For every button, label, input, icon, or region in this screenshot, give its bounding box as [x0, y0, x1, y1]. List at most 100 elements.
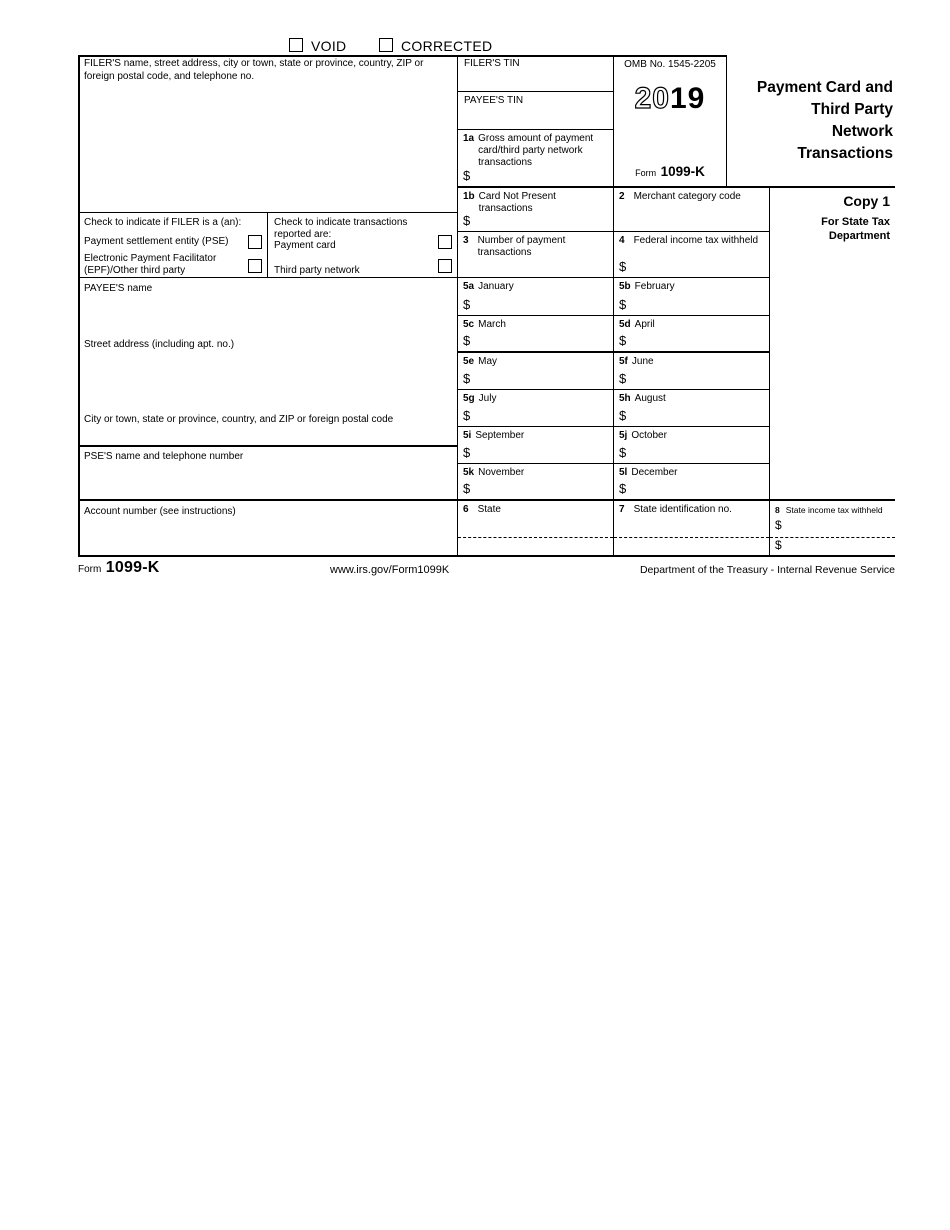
box-5d-april[interactable]: 5d April $: [614, 316, 770, 353]
account-number-box[interactable]: Account number (see instructions): [78, 501, 458, 557]
dollar-sign: $: [619, 259, 627, 274]
box-1b-card-not-present[interactable]: 1b Card Not Present transactions $: [458, 188, 614, 232]
transaction-check-section: Check to indicate transactions reported …: [268, 213, 458, 278]
box-5f-number: 5f: [619, 356, 628, 367]
box-6-number: 6: [463, 504, 469, 515]
third-party-network-label: Third party network: [274, 265, 360, 276]
box-5c-number: 5c: [463, 319, 475, 330]
box-5a-number: 5a: [463, 281, 475, 292]
city-state-zip-label: City or town, state or province, country…: [84, 414, 394, 425]
box-5b-february[interactable]: 5b February $: [614, 278, 770, 316]
copy-dept-line-2: Department: [828, 229, 890, 242]
box-3-number-of-transactions[interactable]: 3 Number of payment transactions: [458, 232, 614, 278]
box-1a-gross-amount[interactable]: 1a Gross amount of payment card/third par…: [458, 130, 614, 188]
box-5l-december[interactable]: 5l December $: [614, 464, 770, 501]
pse-entity-checkbox[interactable]: [248, 235, 262, 249]
form-1099k: FILER'S name, street address, city or to…: [78, 55, 895, 557]
dollar-sign: $: [619, 408, 627, 423]
box-8-state-tax-withheld[interactable]: 8 State income tax withheld $ $: [770, 501, 895, 557]
title-line-1: Payment Card and: [756, 79, 893, 96]
box-5f-june[interactable]: 5f June $: [614, 353, 770, 390]
box-5d-label: April: [634, 319, 655, 330]
dashed-divider: [458, 537, 613, 538]
corrected-checkbox[interactable]: [379, 38, 393, 52]
payment-card-checkbox[interactable]: [438, 235, 452, 249]
box-5h-august[interactable]: 5h August $: [614, 390, 770, 427]
form-left-border: [78, 55, 80, 557]
third-party-network-checkbox[interactable]: [438, 259, 452, 273]
box-5j-label: October: [631, 430, 667, 441]
box-5g-label: July: [478, 393, 497, 404]
dollar-sign: $: [463, 481, 471, 496]
box-5b-number: 5b: [619, 281, 631, 292]
payee-info-box[interactable]: PAYEE'S name Street address (including a…: [78, 278, 458, 447]
dollar-sign: $: [619, 333, 627, 348]
payees-tin-box[interactable]: PAYEE'S TIN: [458, 92, 614, 130]
box-7-label: State identification no.: [633, 504, 732, 515]
box-2-merchant-category[interactable]: 2 Merchant category code: [614, 188, 770, 232]
box-4-label: Federal income tax withheld: [633, 235, 759, 246]
box-5l-number: 5l: [619, 467, 628, 478]
filers-tin-box[interactable]: FILER'S TIN: [458, 55, 614, 92]
box-5e-may[interactable]: 5e May $: [458, 353, 614, 390]
box-5g-july[interactable]: 5g July $: [458, 390, 614, 427]
box-5a-january[interactable]: 5a January $: [458, 278, 614, 316]
dollar-sign: $: [619, 371, 627, 386]
dollar-sign: $: [463, 371, 471, 386]
box-5i-september[interactable]: 5i September $: [458, 427, 614, 464]
payee-name-label: PAYEE'S name: [84, 283, 153, 294]
filers-tin-label: FILER'S TIN: [464, 58, 520, 69]
copy-dept-line-1: For State Tax: [821, 216, 890, 228]
box-2-label: Merchant category code: [633, 191, 741, 202]
box-4-federal-tax-withheld[interactable]: 4 Federal income tax withheld $: [614, 232, 770, 278]
dollar-sign: $: [463, 297, 471, 312]
void-checkbox[interactable]: [289, 38, 303, 52]
payment-card-label: Payment card: [274, 240, 336, 251]
dollar-sign: $: [619, 481, 627, 496]
box-5k-number: 5k: [463, 467, 475, 478]
box-5i-number: 5i: [463, 430, 472, 441]
box-1b-number: 1b: [463, 191, 475, 202]
box-5j-october[interactable]: 5j October $: [614, 427, 770, 464]
void-label: VOID: [311, 38, 347, 54]
epf-label: Electronic Payment Facilitator (EPF)/Oth…: [84, 253, 217, 276]
tax-year: 2019: [614, 81, 726, 116]
copy-designation: Copy 1 For State Tax Department: [770, 188, 895, 501]
box-1b-label: Card Not Present transactions: [478, 191, 556, 214]
box-5d-number: 5d: [619, 319, 631, 330]
dollar-sign: $: [775, 538, 782, 552]
payees-tin-label: PAYEE'S TIN: [464, 95, 524, 106]
filer-check-section: Check to indicate if FILER is a (an): Pa…: [78, 213, 268, 278]
box-7-state-id[interactable]: 7 State identification no.: [614, 501, 770, 557]
filer-address-label: FILER'S name, street address, city or to…: [84, 58, 424, 82]
box-8-number: 8: [775, 505, 780, 515]
box-5k-november[interactable]: 5k November $: [458, 464, 614, 501]
corrected-label: CORRECTED: [401, 38, 493, 54]
box-5h-number: 5h: [619, 393, 631, 404]
dashed-divider: [770, 537, 895, 538]
tax-year-outline: 20: [634, 81, 670, 115]
dollar-sign: $: [463, 333, 471, 348]
box-1a-label: Gross amount of payment card/third party…: [478, 133, 594, 168]
box-5e-label: May: [478, 356, 498, 367]
box-6-state[interactable]: 6 State: [458, 501, 614, 557]
dollar-sign: $: [463, 445, 471, 460]
account-number-label: Account number (see instructions): [84, 506, 236, 517]
box-5k-label: November: [478, 467, 525, 478]
box-5b-label: February: [634, 281, 675, 292]
form-number-line: Form 1099-K: [614, 163, 726, 181]
epf-checkbox[interactable]: [248, 259, 262, 273]
footer-agency: Department of the Treasury - Internal Re…: [639, 564, 895, 576]
omb-number: OMB No. 1545-2205: [624, 59, 716, 70]
pse-name-box[interactable]: PSE'S name and telephone number: [78, 447, 458, 501]
box-5c-march[interactable]: 5c March $: [458, 316, 614, 353]
form-bottom-border: [78, 555, 895, 557]
filer-address-box[interactable]: FILER'S name, street address, city or to…: [78, 55, 458, 213]
box-5g-number: 5g: [463, 393, 475, 404]
omb-year-box: OMB No. 1545-2205 2019 Form 1099-K: [614, 55, 727, 188]
dollar-sign: $: [463, 408, 471, 423]
box-5i-label: September: [475, 430, 525, 441]
box-5j-number: 5j: [619, 430, 628, 441]
box-3-number: 3: [463, 235, 469, 246]
dollar-sign: $: [619, 297, 627, 312]
